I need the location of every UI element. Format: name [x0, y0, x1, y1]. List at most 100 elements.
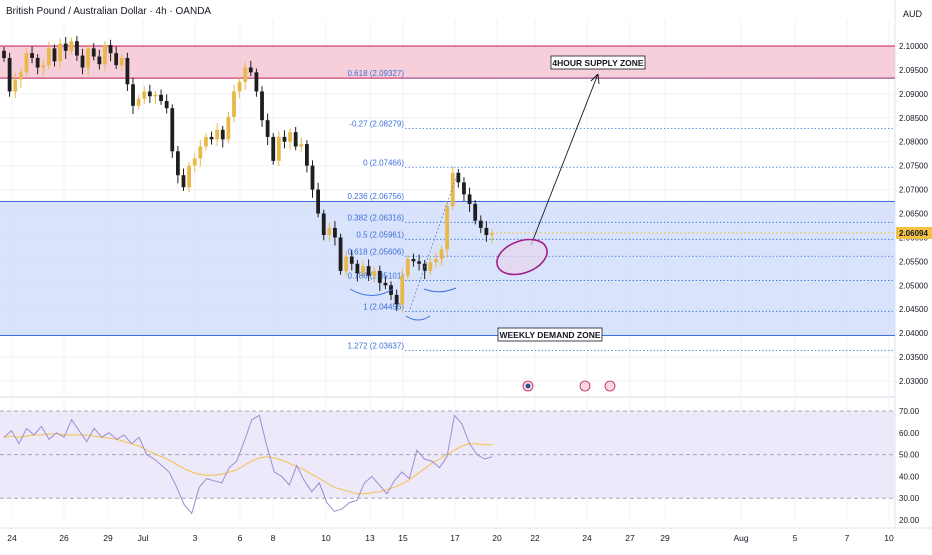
candle-body	[344, 256, 349, 271]
candle-body	[41, 65, 46, 68]
candle-body	[316, 189, 321, 214]
candle-body	[86, 48, 91, 68]
shoulder-arc-left	[349, 288, 394, 296]
last-price-label: 2.06094	[899, 229, 928, 238]
candle-body	[361, 266, 365, 274]
candle-body	[434, 258, 438, 263]
candle-body	[175, 151, 180, 176]
candle-body	[125, 57, 130, 85]
rsi-y-tick-label: 50.00	[899, 451, 920, 460]
candle-body	[338, 237, 343, 271]
candle-body	[46, 48, 51, 66]
candle-body	[456, 172, 461, 183]
candle-body	[411, 258, 416, 262]
last-price-tag	[896, 226, 932, 239]
candle-body	[355, 263, 360, 274]
x-tick-label: 26	[59, 533, 69, 543]
candle-body	[80, 55, 85, 68]
x-tick-label: 15	[398, 533, 408, 543]
rsi-y-tick-label: 40.00	[899, 472, 920, 481]
supply-zone-label-box	[550, 55, 646, 70]
x-tick-label: 5	[793, 533, 798, 543]
candle-body	[153, 94, 158, 97]
candle-body	[220, 129, 225, 140]
x-tick-label: 20	[492, 533, 502, 543]
y-tick-label: 2.03000	[899, 377, 928, 386]
candle-body	[439, 249, 444, 259]
candle-body	[473, 203, 478, 221]
rsi-y-tick-label: 30.00	[899, 494, 920, 503]
supply-zone-label: 4HOUR SUPPLY ZONE	[552, 58, 643, 68]
x-tick-label: 7	[845, 533, 850, 543]
fib-level-label: 1 (2.04456)	[363, 302, 404, 311]
projection-arrow-head	[590, 73, 600, 85]
fib-level-label: -0.27 (2.08279)	[349, 119, 404, 128]
y-tick-label: 2.09000	[899, 90, 928, 99]
candle-body	[164, 101, 169, 109]
y-tick-label: 2.04500	[899, 305, 928, 314]
candle-body	[445, 206, 450, 250]
candle-body	[131, 84, 135, 106]
demand-zone-label: WEEKLY DEMAND ZONE	[499, 330, 600, 340]
event-marker-au-flag	[525, 383, 531, 389]
target-ellipse	[496, 238, 548, 276]
candle-body	[254, 72, 259, 92]
candle-body	[30, 53, 34, 58]
candle-body	[243, 67, 248, 82]
shoulder-arc-right	[423, 287, 457, 293]
candle-body	[192, 158, 197, 166]
candle-body	[103, 45, 107, 65]
fib-level-label: 0.382 (2.06316)	[348, 213, 405, 222]
candle-body	[13, 79, 18, 92]
candle-body	[293, 132, 298, 147]
x-tick-label: 3	[193, 533, 198, 543]
candle-body	[119, 57, 124, 66]
candle-body	[63, 43, 68, 51]
candle-body	[417, 261, 421, 264]
candle-body	[142, 91, 147, 99]
rsi-y-tick-label: 20.00	[899, 516, 920, 525]
candle-body	[271, 136, 276, 161]
x-tick-label: 8	[271, 533, 276, 543]
event-marker-uk	[579, 380, 591, 392]
candle-body	[159, 94, 163, 102]
candle-body	[215, 129, 220, 140]
supply-zone	[0, 46, 895, 79]
fib-level-label: 0.618 (2.09327)	[348, 69, 405, 78]
candle-body	[18, 72, 23, 80]
candle-body	[226, 116, 231, 140]
candle-body	[366, 266, 371, 276]
candle-body	[232, 91, 236, 117]
x-tick-label: 29	[103, 533, 113, 543]
candle-body	[383, 282, 388, 286]
fib-level-label: 0.786 (2.05101)	[348, 271, 405, 280]
candle-body	[299, 144, 304, 147]
candle-body	[52, 48, 57, 62]
fib-level-label: 0.5 (2.05961)	[356, 230, 404, 239]
candle-body	[333, 227, 337, 238]
candle-body	[248, 67, 253, 73]
candle-body	[97, 56, 102, 65]
candle-body	[400, 275, 405, 305]
chart-title: British Pound / Australian Dollar · 4h ·…	[6, 6, 212, 17]
candle-body	[108, 45, 113, 54]
candle-body	[372, 270, 377, 276]
candle-body	[69, 41, 74, 51]
y-tick-label: 2.04000	[899, 329, 928, 338]
x-tick-label: 10	[884, 533, 894, 543]
candle-body	[91, 48, 96, 57]
candle-body	[24, 53, 29, 73]
candle-body	[260, 91, 264, 121]
candle-body	[321, 213, 326, 236]
candle-body	[181, 175, 186, 188]
candle-body	[490, 232, 494, 236]
candles-layer	[2, 35, 494, 313]
candle-body	[276, 136, 281, 161]
rsi-line	[3, 414, 493, 515]
candle-body	[209, 136, 214, 140]
rsi-y-tick-label: 70.00	[899, 407, 920, 416]
y-tick-label: 2.07500	[899, 162, 928, 171]
rsi-ma-line	[3, 433, 492, 495]
